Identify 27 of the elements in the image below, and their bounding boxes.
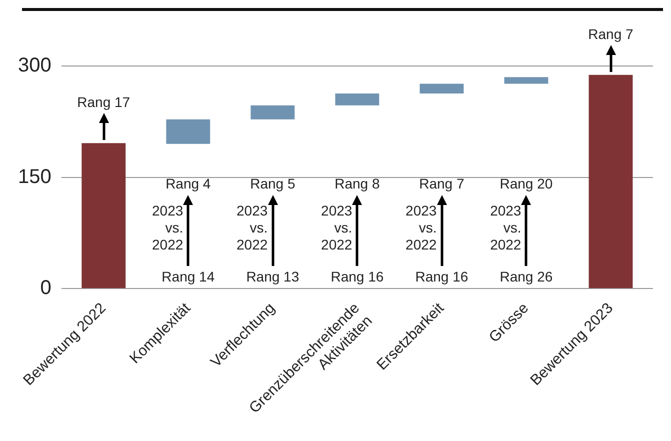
annotation: 2023 vs. 2022 bbox=[152, 202, 184, 252]
bar bbox=[335, 93, 380, 106]
annotation: Rang 16 bbox=[330, 268, 384, 284]
bar bbox=[82, 143, 126, 288]
text: Rang 7 bbox=[588, 26, 634, 42]
annotation: Rang 13 bbox=[246, 268, 300, 284]
annotation: Rang 4 bbox=[166, 175, 211, 192]
bar bbox=[504, 77, 548, 84]
annotation: Rang 26 bbox=[500, 268, 553, 284]
annotation: 2023 vs. 2022 bbox=[321, 202, 352, 252]
annotation: Rang 17 bbox=[77, 94, 130, 110]
annotation: Rang 20 bbox=[500, 175, 553, 192]
bar bbox=[250, 105, 295, 120]
annotation: Rang 5 bbox=[250, 175, 296, 192]
annotation: Rang 16 bbox=[415, 268, 468, 284]
annotation: Rang 7 bbox=[419, 175, 464, 192]
y-tick-label: 300 bbox=[18, 54, 52, 77]
y-tick-label: 150 bbox=[18, 166, 52, 188]
annotation: 2023 vs. 2022 bbox=[236, 202, 268, 252]
annotation: Rang 8 bbox=[334, 175, 380, 192]
annotation: 2023 vs. 2022 bbox=[406, 202, 437, 252]
bar bbox=[420, 84, 464, 94]
bar bbox=[588, 74, 633, 288]
annotation: Rang 14 bbox=[162, 268, 215, 284]
annotation: 2023 vs. 2022 bbox=[490, 202, 522, 252]
y-tick-label: 0 bbox=[40, 277, 52, 300]
bar bbox=[166, 119, 210, 144]
